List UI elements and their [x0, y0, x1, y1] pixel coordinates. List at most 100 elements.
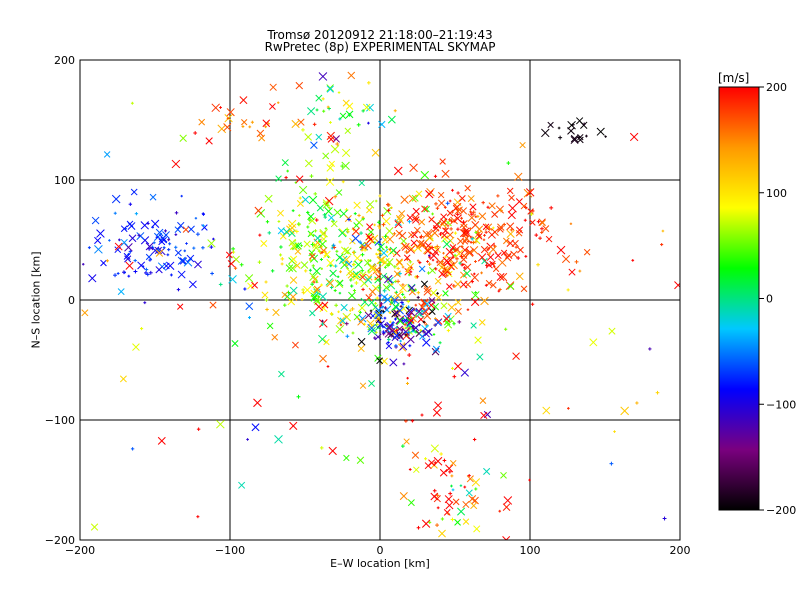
scatter-point	[462, 500, 470, 509]
scatter-point	[480, 296, 489, 306]
scatter-point	[241, 119, 248, 126]
scatter-point	[392, 249, 401, 258]
scatter-point	[264, 194, 273, 203]
scatter-point	[351, 234, 360, 243]
scatter-point	[454, 280, 462, 288]
scatter-point	[304, 159, 313, 168]
scatter-point	[116, 272, 120, 275]
scatter-point	[339, 323, 343, 327]
scatter-point	[444, 320, 453, 329]
scatter-point	[171, 159, 181, 169]
scatter-point	[380, 293, 389, 302]
scatter-point	[476, 353, 484, 361]
scatter-point	[283, 303, 287, 307]
scatter-point	[364, 276, 373, 284]
scatter-point	[439, 468, 448, 477]
scatter-point	[508, 203, 517, 213]
scatter-point	[326, 279, 335, 288]
scatter-point	[376, 357, 384, 365]
scatter-point	[470, 322, 477, 329]
scatter-point	[442, 290, 449, 297]
scatter-point	[320, 250, 324, 255]
scatter-point	[475, 225, 484, 233]
scatter-point	[498, 258, 507, 267]
scatter-point	[352, 250, 356, 255]
scatter-point	[508, 194, 515, 202]
scatter-point	[442, 240, 452, 249]
scatter-point	[423, 300, 431, 308]
scatter-point	[396, 325, 404, 333]
scatter-point	[463, 263, 472, 272]
scatter-point	[585, 134, 588, 138]
scatter-point	[226, 117, 230, 120]
scatter-point	[400, 290, 404, 294]
scatter-point	[440, 231, 448, 239]
scatter-point	[406, 214, 414, 221]
scatter-point	[385, 323, 394, 332]
scatter-point	[322, 152, 330, 160]
scatter-point	[349, 278, 353, 282]
scatter-point	[435, 523, 439, 528]
scatter-point	[435, 493, 440, 498]
scatter-point	[361, 109, 365, 113]
y-tick-label: 200	[54, 54, 75, 67]
scatter-point	[277, 101, 280, 104]
scatter-point	[405, 381, 410, 386]
scatter-point	[422, 320, 426, 324]
scatter-point	[410, 231, 419, 239]
scatter-point	[340, 246, 350, 255]
scatter-point	[470, 237, 474, 241]
scatter-point	[419, 235, 422, 239]
scatter-point	[318, 319, 328, 328]
scatter-point	[504, 327, 508, 331]
scatter-point	[418, 240, 428, 249]
scatter-point	[375, 296, 379, 300]
scatter-point	[174, 211, 179, 215]
scatter-point	[474, 487, 478, 491]
scatter-point	[367, 298, 376, 307]
scatter-point	[180, 194, 183, 198]
scatter-point	[449, 459, 457, 467]
scatter-point	[460, 263, 464, 267]
scatter-point	[406, 305, 411, 310]
scatter-point	[484, 230, 488, 234]
scatter-point	[357, 213, 361, 218]
scatter-point	[500, 471, 507, 479]
scatter-point	[360, 268, 365, 273]
scatter-point	[492, 226, 495, 230]
scatter-point	[296, 222, 301, 226]
scatter-point	[542, 406, 551, 415]
scatter-point	[313, 285, 322, 293]
scatter-point	[388, 311, 392, 314]
scatter-point	[443, 508, 451, 516]
scatter-point	[448, 199, 452, 203]
scatter-point	[279, 232, 287, 240]
scatter-point	[393, 264, 397, 269]
scatter-point	[371, 148, 380, 157]
scatter-point	[458, 195, 466, 202]
scatter-point	[250, 120, 254, 124]
scatter-point	[347, 272, 355, 279]
scatter-point	[405, 317, 413, 324]
scatter-point	[466, 475, 474, 483]
scatter-point	[401, 292, 405, 297]
scatter-point	[155, 249, 164, 257]
scatter-point	[401, 242, 410, 251]
scatter-point	[117, 288, 125, 296]
scatter-point	[566, 288, 570, 292]
scatter-point	[506, 161, 511, 165]
scatter-point	[413, 226, 421, 234]
scatter-point	[317, 249, 322, 254]
scatter-point	[450, 484, 453, 488]
scatter-point	[515, 198, 523, 206]
scatter-point	[431, 302, 440, 311]
scatter-point	[405, 257, 409, 261]
scatter-point	[426, 271, 431, 275]
scatter-point	[296, 394, 301, 399]
scatter-point	[82, 262, 85, 266]
scatter-point	[361, 216, 365, 219]
scatter-point	[436, 506, 440, 510]
scatter-point	[460, 246, 469, 255]
scatter-point	[404, 333, 408, 337]
scatter-point	[360, 248, 364, 252]
